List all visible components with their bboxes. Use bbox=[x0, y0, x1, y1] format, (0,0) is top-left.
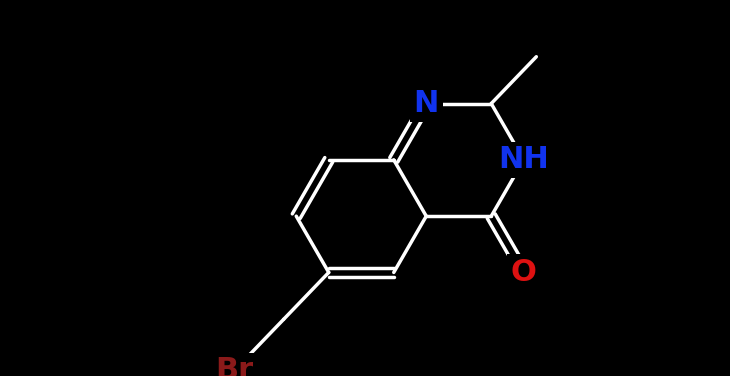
Text: NH: NH bbox=[499, 146, 549, 174]
Text: Br: Br bbox=[215, 356, 253, 376]
Text: O: O bbox=[511, 258, 537, 287]
Text: N: N bbox=[414, 89, 439, 118]
